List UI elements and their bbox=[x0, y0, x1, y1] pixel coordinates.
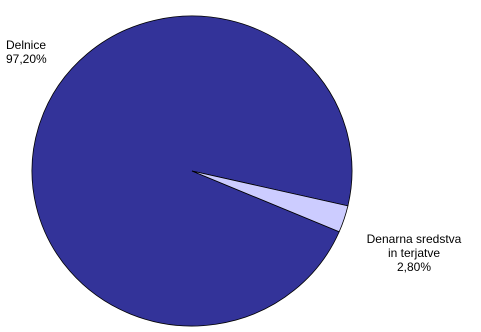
pie-slice-denarna-sredstva bbox=[191, 170, 349, 233]
slice-label-delnice: Delnice 97,20% bbox=[6, 38, 47, 66]
slice-label-denarna-sredstva: Denarna sredstva in terjatve 2,80% bbox=[346, 232, 481, 274]
slice-label-delnice-name: Delnice bbox=[6, 38, 47, 52]
slice-label-delnice-value: 97,20% bbox=[6, 52, 47, 66]
slice-label-denarna-name-line2: in terjatve bbox=[387, 246, 441, 260]
slice-label-denarna-value: 2,80% bbox=[396, 260, 432, 274]
slice-label-denarna-name-line1: Denarna sredstva bbox=[366, 232, 462, 246]
